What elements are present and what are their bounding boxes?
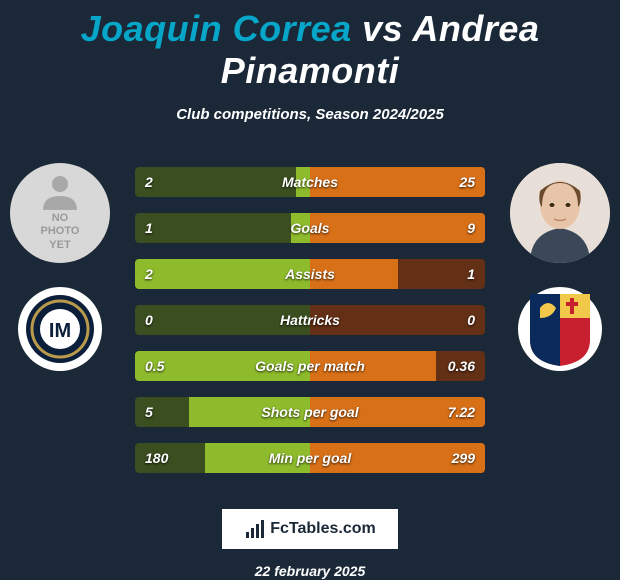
footer-date: 22 february 2025 [0,563,620,579]
stat-value-right: 7.22 [438,397,485,427]
stat-value-right: 25 [449,167,485,197]
svg-text:IM: IM [49,320,71,342]
chart-bars-icon [244,518,266,540]
player-photo-icon [510,163,610,263]
stat-label: Assists [135,259,485,289]
person-icon [37,174,83,210]
stat-bars: 2Matches251Goals92Assists10Hattricks00.5… [135,167,485,473]
inter-badge-icon: IM [24,293,96,365]
player1-name: Joaquin Correa [81,8,352,49]
stat-value-right: 299 [442,443,485,473]
stat-row: 2Matches25 [135,167,485,197]
footer-logo: FcTables.com [222,509,398,549]
stat-label: Hattricks [135,305,485,335]
stat-label: Goals per match [135,351,485,381]
stat-value-right: 0 [457,305,485,335]
stat-row: 0.5Goals per match0.36 [135,351,485,381]
right-column [510,163,610,371]
stats-area: NOPHOTOYET IM [0,163,620,493]
player1-club-badge: IM [18,287,102,371]
stat-label: Shots per goal [135,397,485,427]
stat-row: 0Hattricks0 [135,305,485,335]
player2-avatar [510,163,610,263]
stat-row: 180Min per goal299 [135,443,485,473]
stat-value-right: 9 [457,213,485,243]
player2-club-badge [518,287,602,371]
subtitle: Club competitions, Season 2024/2025 [0,106,620,123]
stat-value-right: 1 [457,259,485,289]
nophoto-label: NOPHOTOYET [41,212,80,252]
left-column: NOPHOTOYET IM [10,163,110,371]
stat-label: Goals [135,213,485,243]
stat-row: 2Assists1 [135,259,485,289]
page-title: Joaquin Correa vs Andrea Pinamonti [0,0,620,92]
genoa-badge-icon [526,290,594,368]
stat-value-right: 0.36 [438,351,485,381]
player1-avatar: NOPHOTOYET [10,163,110,263]
stat-row: 5Shots per goal7.22 [135,397,485,427]
footer-brand: FcTables.com [270,520,376,538]
stat-label: Min per goal [135,443,485,473]
vs-text: vs [362,8,403,49]
stat-row: 1Goals9 [135,213,485,243]
stat-label: Matches [135,167,485,197]
